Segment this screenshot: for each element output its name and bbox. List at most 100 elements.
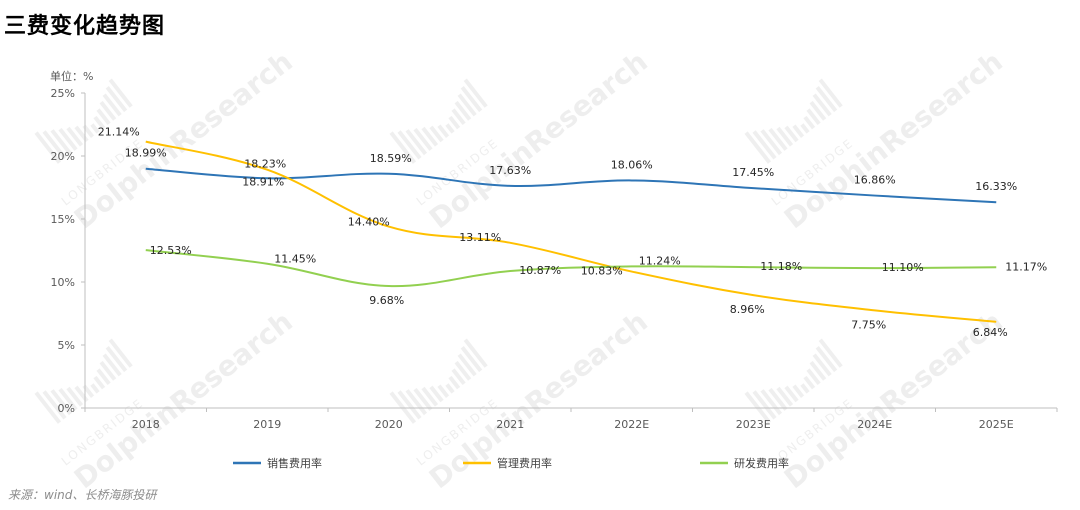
data-label: 17.45% — [732, 166, 774, 179]
legend-label: 管理费用率 — [497, 456, 552, 470]
data-label: 18.91% — [242, 176, 284, 189]
watermark-bar — [108, 78, 133, 108]
legend-label: 研发费用率 — [734, 456, 789, 470]
watermark-bar — [42, 130, 67, 160]
data-label: 17.63% — [489, 164, 531, 177]
watermark-bar — [457, 353, 477, 377]
x-tick-label: 2020 — [375, 418, 403, 431]
data-label: 18.59% — [370, 152, 412, 165]
unit-label: 单位：% — [50, 69, 93, 83]
watermark-bar — [803, 115, 816, 130]
watermark-bar — [463, 78, 488, 108]
watermark-bar — [429, 125, 444, 143]
watermark-text-main: DolphinResearch — [778, 45, 1009, 235]
data-label: 16.86% — [854, 174, 896, 187]
x-tick-label: 2018 — [132, 418, 160, 431]
watermark-bar — [812, 353, 832, 377]
watermark-bar — [66, 126, 84, 147]
watermark-bar — [792, 384, 805, 398]
x-tick-label: 2023E — [736, 418, 771, 431]
watermark-bar — [50, 389, 73, 416]
watermark-bar — [437, 384, 450, 398]
watermark-bar — [806, 108, 821, 126]
watermark-bar — [448, 115, 461, 130]
data-label: 8.96% — [730, 303, 765, 316]
data-label: 13.11% — [459, 231, 501, 244]
watermark-bar — [58, 127, 78, 151]
x-tick-label: 2024E — [857, 418, 892, 431]
watermark-bar — [105, 85, 128, 113]
watermark-bar — [429, 385, 444, 403]
watermark-bar — [397, 130, 422, 160]
watermark-bar — [96, 108, 111, 126]
watermark-bar — [776, 126, 794, 147]
data-label: 11.18% — [760, 260, 802, 273]
watermark-bar — [50, 129, 73, 156]
watermark-bar — [800, 383, 810, 394]
x-tick-label: 2021 — [496, 418, 524, 431]
watermark-bar — [460, 85, 483, 113]
data-label: 16.33% — [975, 180, 1017, 193]
watermark-bar — [803, 375, 816, 390]
series-line-2 — [145, 140, 997, 323]
axes: 0% 5% 10% 15% 20% 25% 2018 2019 2020 2021 2022E 202… — [51, 87, 1058, 431]
data-label: 18.99% — [125, 147, 167, 160]
watermark-bar — [784, 385, 799, 403]
watermark-bar — [760, 129, 783, 156]
watermark-bar — [454, 100, 472, 121]
watermark-bar — [421, 126, 439, 147]
watermark-bar — [448, 375, 461, 390]
watermark-bar — [451, 108, 466, 126]
watermark-bar — [96, 368, 111, 386]
watermark-bar — [809, 100, 827, 121]
data-labels: 18.99% 18.23% 18.59% 17.63% 18.06% 17.45% 16.8… — [98, 126, 1047, 339]
chart-area: LONGBRIDGE DolphinResearch LONGBRIDGE Dolph… — [0, 38, 1080, 506]
watermark-bar — [445, 383, 455, 394]
watermark-bar — [463, 338, 488, 368]
watermark-bar — [815, 85, 838, 113]
watermark-bar — [34, 131, 62, 164]
watermark-bar — [784, 125, 799, 143]
watermark-bar — [102, 353, 122, 377]
data-label: 11.24% — [639, 254, 681, 267]
chart-title: 三费变化趋势图 — [4, 14, 166, 39]
y-tick-label: 25% — [51, 87, 75, 100]
watermark-bar — [99, 100, 117, 121]
data-label: 18.06% — [611, 158, 653, 171]
watermark-bar — [93, 115, 106, 130]
watermark-bar — [58, 387, 78, 411]
data-label: 9.68% — [369, 294, 404, 307]
x-tick-label: 2025E — [979, 418, 1014, 431]
watermark-bar — [815, 345, 838, 373]
watermark-bar — [454, 360, 472, 381]
y-tick-label: 5% — [58, 339, 75, 352]
watermark-bar — [768, 127, 788, 151]
watermark-bar — [105, 345, 128, 373]
watermark-bar — [102, 93, 122, 117]
watermark-bar — [413, 127, 433, 151]
watermark-bar — [389, 131, 417, 164]
y-tick-label: 10% — [51, 276, 75, 289]
watermark-text-main: DolphinResearch — [68, 45, 299, 235]
series-lines — [145, 140, 997, 323]
watermark-bar — [776, 386, 794, 407]
data-label: 10.83% — [581, 265, 623, 278]
watermark-bar — [405, 129, 428, 156]
watermark-bar — [437, 124, 450, 138]
watermark-bar — [809, 360, 827, 381]
watermark-bar — [800, 123, 810, 134]
data-label: 10.87% — [519, 264, 561, 277]
y-tick-label: 15% — [51, 213, 75, 226]
watermark-bar — [457, 93, 477, 117]
watermark-bar — [405, 389, 428, 416]
legend: 销售费用率 管理费用率 研发费用率 — [233, 456, 789, 470]
watermark-bar — [752, 130, 777, 160]
watermark-bar — [413, 387, 433, 411]
y-tick-label: 20% — [51, 150, 75, 163]
y-tick-label: 0% — [58, 402, 75, 415]
watermark-bar — [90, 383, 100, 394]
data-label: 12.53% — [150, 244, 192, 257]
